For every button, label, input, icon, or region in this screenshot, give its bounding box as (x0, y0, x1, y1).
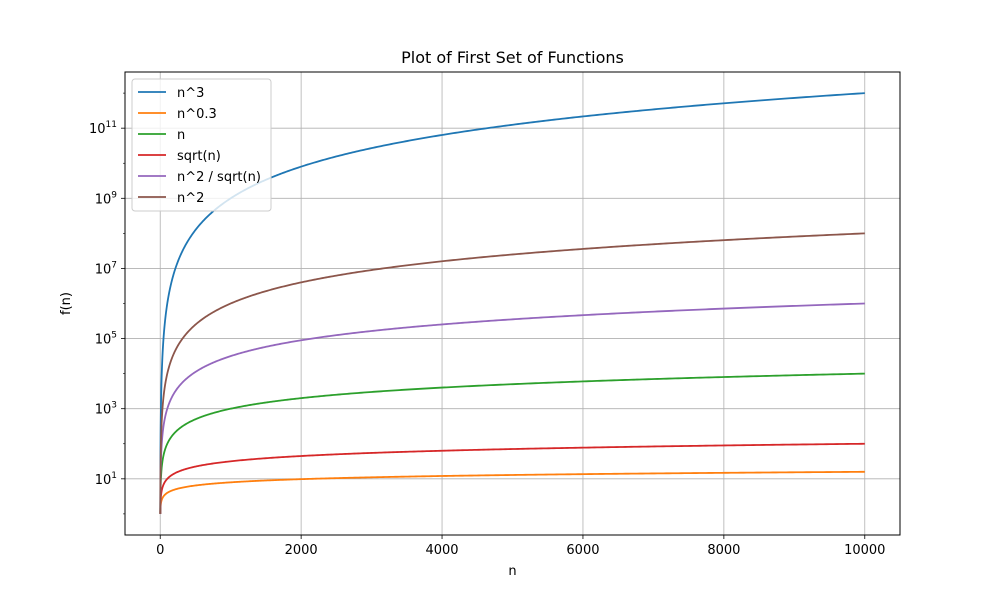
legend-label: n^2 (177, 191, 204, 206)
legend-label: n^2 / sqrt(n) (177, 170, 261, 185)
y-tick-label: 109 (95, 190, 118, 207)
x-tick-label: 0 (156, 543, 164, 558)
x-tick-label: 6000 (566, 543, 599, 558)
y-tick-label: 103 (95, 401, 117, 418)
grid-layer (125, 72, 900, 535)
x-tick-label: 10000 (844, 543, 885, 558)
legend-label: n (177, 128, 185, 143)
legend-label: n^0.3 (177, 107, 217, 122)
x-axis-label: n (508, 564, 516, 579)
series-line-n (159, 372, 865, 514)
legend-box (131, 78, 272, 212)
x-tick-label: 4000 (425, 543, 458, 558)
y-axis-label: f(n) (59, 292, 74, 315)
series-line-n-3 (159, 92, 865, 514)
y-tick-label: 101 (95, 471, 117, 488)
legend-label: n^3 (177, 86, 204, 101)
tick-layer: 0 2000 4000 6000 8000 10000 101 103 105 107 109 101… (89, 92, 885, 558)
series-line-n-0-3 (159, 470, 865, 515)
series-line-n-2 (159, 232, 865, 514)
series-layer (159, 92, 865, 515)
x-tick-label: 2000 (285, 543, 318, 558)
series-line-n-2-sqrt-n- (159, 302, 865, 514)
y-tick-label: 105 (95, 331, 117, 348)
series-line-sqrt-n- (159, 442, 865, 515)
chart-title: Plot of First Set of Functions (401, 48, 624, 67)
x-tick-label: 8000 (707, 543, 740, 558)
y-tick-label: 107 (95, 260, 117, 277)
y-tick-label: 1011 (89, 120, 117, 137)
legend: n^3 n^0.3 n sqrt(n) n^2 / sqrt(n) n^2 (131, 78, 272, 212)
legend-label: sqrt(n) (177, 149, 221, 164)
